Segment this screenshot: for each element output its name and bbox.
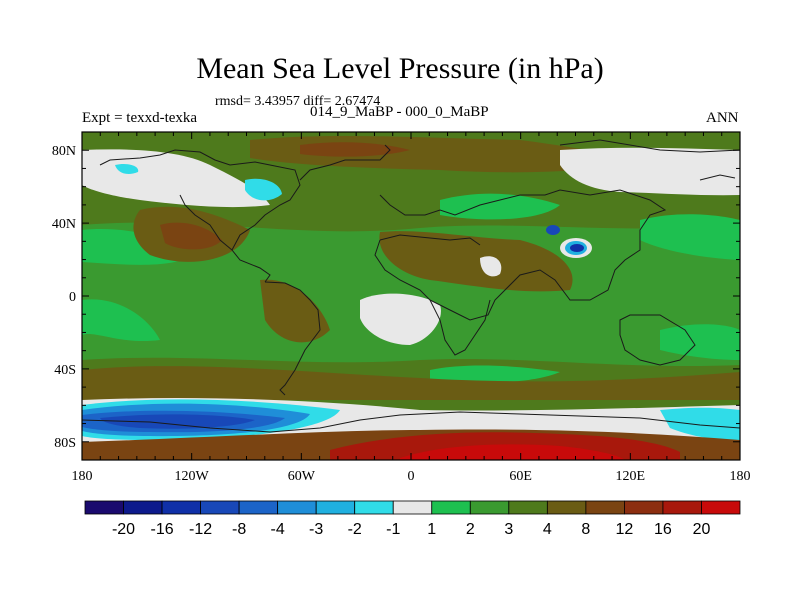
colorbar-label: 3 xyxy=(504,521,513,538)
colorbar-labels: -20 -16 -12 -8 -4 -3 -2 -1 1 2 3 4 8 12 16 20 xyxy=(112,521,711,538)
x-tick-label: 120W xyxy=(175,469,210,484)
colorbar-label: 16 xyxy=(654,521,672,538)
colorbar-swatch xyxy=(624,500,664,515)
x-tick-label: 60E xyxy=(509,469,532,484)
x-tick-label: 180 xyxy=(72,469,93,484)
colorbar xyxy=(84,500,741,515)
colorbar-swatch xyxy=(392,500,433,515)
colorbar-swatch xyxy=(546,500,587,515)
coastlines xyxy=(82,139,740,433)
y-tick-label: 40N xyxy=(52,217,76,232)
colorbar-label: -8 xyxy=(232,521,246,538)
colorbar-swatch xyxy=(238,500,279,515)
y-axis-labels: 80N 40N 0 40S 80S xyxy=(52,144,76,451)
x-tick-label: 0 xyxy=(408,469,415,484)
colorbar-swatch xyxy=(585,500,625,515)
contour-field xyxy=(82,132,740,460)
colorbar-label: -3 xyxy=(309,521,323,538)
x-axis-labels: 180 120W 60W 0 60E 120E 180 xyxy=(72,469,751,484)
colorbar-label: 20 xyxy=(693,521,711,538)
colorbar-swatch xyxy=(123,500,163,515)
colorbar-swatch xyxy=(469,500,510,515)
colorbar-label: 2 xyxy=(466,521,475,538)
x-tick-label: 180 xyxy=(730,469,751,484)
colorbar-label: 12 xyxy=(616,521,634,538)
colorbar-swatch xyxy=(200,500,240,515)
colorbar-swatch xyxy=(84,500,124,515)
period-label: 014_9_MaBP - 000_0_MaBP xyxy=(310,104,489,120)
colorbar-swatch xyxy=(315,500,356,515)
y-tick-label: 80S xyxy=(54,436,76,451)
colorbar-label: -20 xyxy=(112,521,135,538)
x-tick-label: 60W xyxy=(288,469,316,484)
colorbar-swatch xyxy=(662,500,702,515)
colorbar-label: 4 xyxy=(543,521,552,538)
colorbar-label: 1 xyxy=(427,521,436,538)
colorbar-label: -4 xyxy=(271,521,285,538)
colorbar-label: -16 xyxy=(150,521,173,538)
plot-title: Mean Sea Level Pressure (in hPa) xyxy=(196,52,604,85)
colorbar-swatch xyxy=(508,500,548,515)
y-tick-label: 40S xyxy=(54,363,76,378)
colorbar-swatch xyxy=(277,500,317,515)
minor-ticks xyxy=(81,131,741,461)
y-tick-label: 0 xyxy=(69,290,76,305)
colorbar-label: 8 xyxy=(581,521,590,538)
colorbar-label: -2 xyxy=(348,521,362,538)
colorbar-label: -1 xyxy=(386,521,400,538)
colorbar-swatch xyxy=(354,500,394,515)
experiment-label: Expt = texxd-texka xyxy=(82,110,198,126)
colorbar-swatch xyxy=(161,500,201,515)
y-tick-label: 80N xyxy=(52,144,76,159)
colorbar-label: -12 xyxy=(189,521,212,538)
colorbar-swatch xyxy=(701,500,741,515)
stats-text: rmsd= 3.43957 diff= 2.67474 xyxy=(215,94,381,109)
season-label: ANN xyxy=(706,110,739,126)
x-tick-label: 120E xyxy=(616,469,646,484)
colorbar-swatch xyxy=(431,500,471,515)
